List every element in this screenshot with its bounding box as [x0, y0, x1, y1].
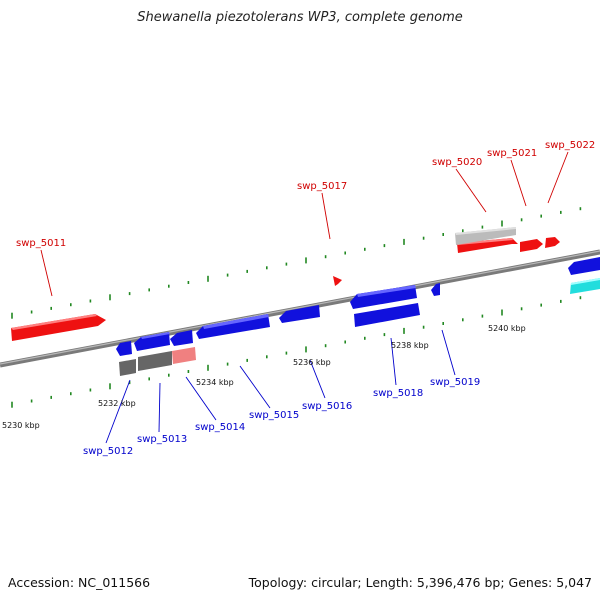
callout-lines	[40, 151, 569, 444]
gene-label-swp-5014[interactable]: swp_5014	[195, 422, 245, 433]
scale-label-5232: 5232 kbp	[98, 399, 136, 408]
gene-cyan[interactable]	[570, 278, 600, 294]
gene-label-swp-5016[interactable]: swp_5016	[302, 401, 352, 412]
gene-swp-5013-pale[interactable]	[172, 347, 196, 364]
scale-label-5240: 5240 kbp	[488, 324, 526, 333]
gene-label-swp-5018[interactable]: swp_5018	[373, 388, 423, 399]
gene-label-swp-5012[interactable]: swp_5012	[83, 446, 133, 457]
gene-label-swp-5013[interactable]: swp_5013	[137, 434, 187, 445]
gene-label-swp-5011[interactable]: swp_5011	[16, 238, 66, 249]
scale-label-5236: 5236 kbp	[293, 358, 331, 367]
scale-label-5234: 5234 kbp	[196, 378, 234, 387]
gene-swp-5015[interactable]	[196, 314, 270, 339]
upper-tick-track	[11, 207, 582, 319]
gene-swp-5018-b[interactable]	[354, 303, 420, 327]
accession-label: Accession: NC_011566	[8, 575, 151, 590]
gene-swp-5016[interactable]	[279, 305, 320, 323]
gene-swp-5019[interactable]	[431, 283, 440, 296]
gene-swp-5012[interactable]	[116, 341, 132, 356]
gene-label-swp-5021[interactable]: swp_5021	[487, 148, 537, 159]
gene-swp-5022[interactable]	[545, 237, 560, 248]
map-title: Shewanella piezotolerans WP3, complete g…	[137, 10, 463, 25]
genome-summary-label: Topology: circular; Length: 5,396,476 bp…	[248, 575, 592, 590]
gene-label-swp-5015[interactable]: swp_5015	[249, 410, 299, 421]
gene-swp-5011[interactable]	[11, 314, 106, 341]
genome-backbone-highlight	[0, 250, 600, 365]
gene-label-swp-5017[interactable]: swp_5017	[297, 181, 347, 192]
gene-label-swp-5022[interactable]: swp_5022	[545, 140, 595, 151]
gene-swp-5018-a[interactable]	[350, 285, 417, 309]
gene-blue-right[interactable]	[568, 257, 600, 275]
gene-swp-5014[interactable]	[170, 330, 193, 346]
gene-swp-5021[interactable]	[520, 239, 543, 252]
gene-label-swp-5020[interactable]: swp_5020	[432, 157, 482, 168]
gene-swp-5012-gray[interactable]	[119, 359, 136, 376]
gene-swp-5017[interactable]	[333, 276, 342, 286]
gene-swp-5013-gray[interactable]	[138, 351, 172, 371]
gene-swp-5013[interactable]	[134, 332, 170, 351]
scale-label-5238: 5238 kbp	[391, 341, 429, 350]
scale-label-5230: 5230 kbp	[2, 421, 40, 430]
gene-swp-5020-pseudo[interactable]	[455, 227, 516, 245]
gene-label-swp-5019[interactable]: swp_5019	[430, 377, 480, 388]
